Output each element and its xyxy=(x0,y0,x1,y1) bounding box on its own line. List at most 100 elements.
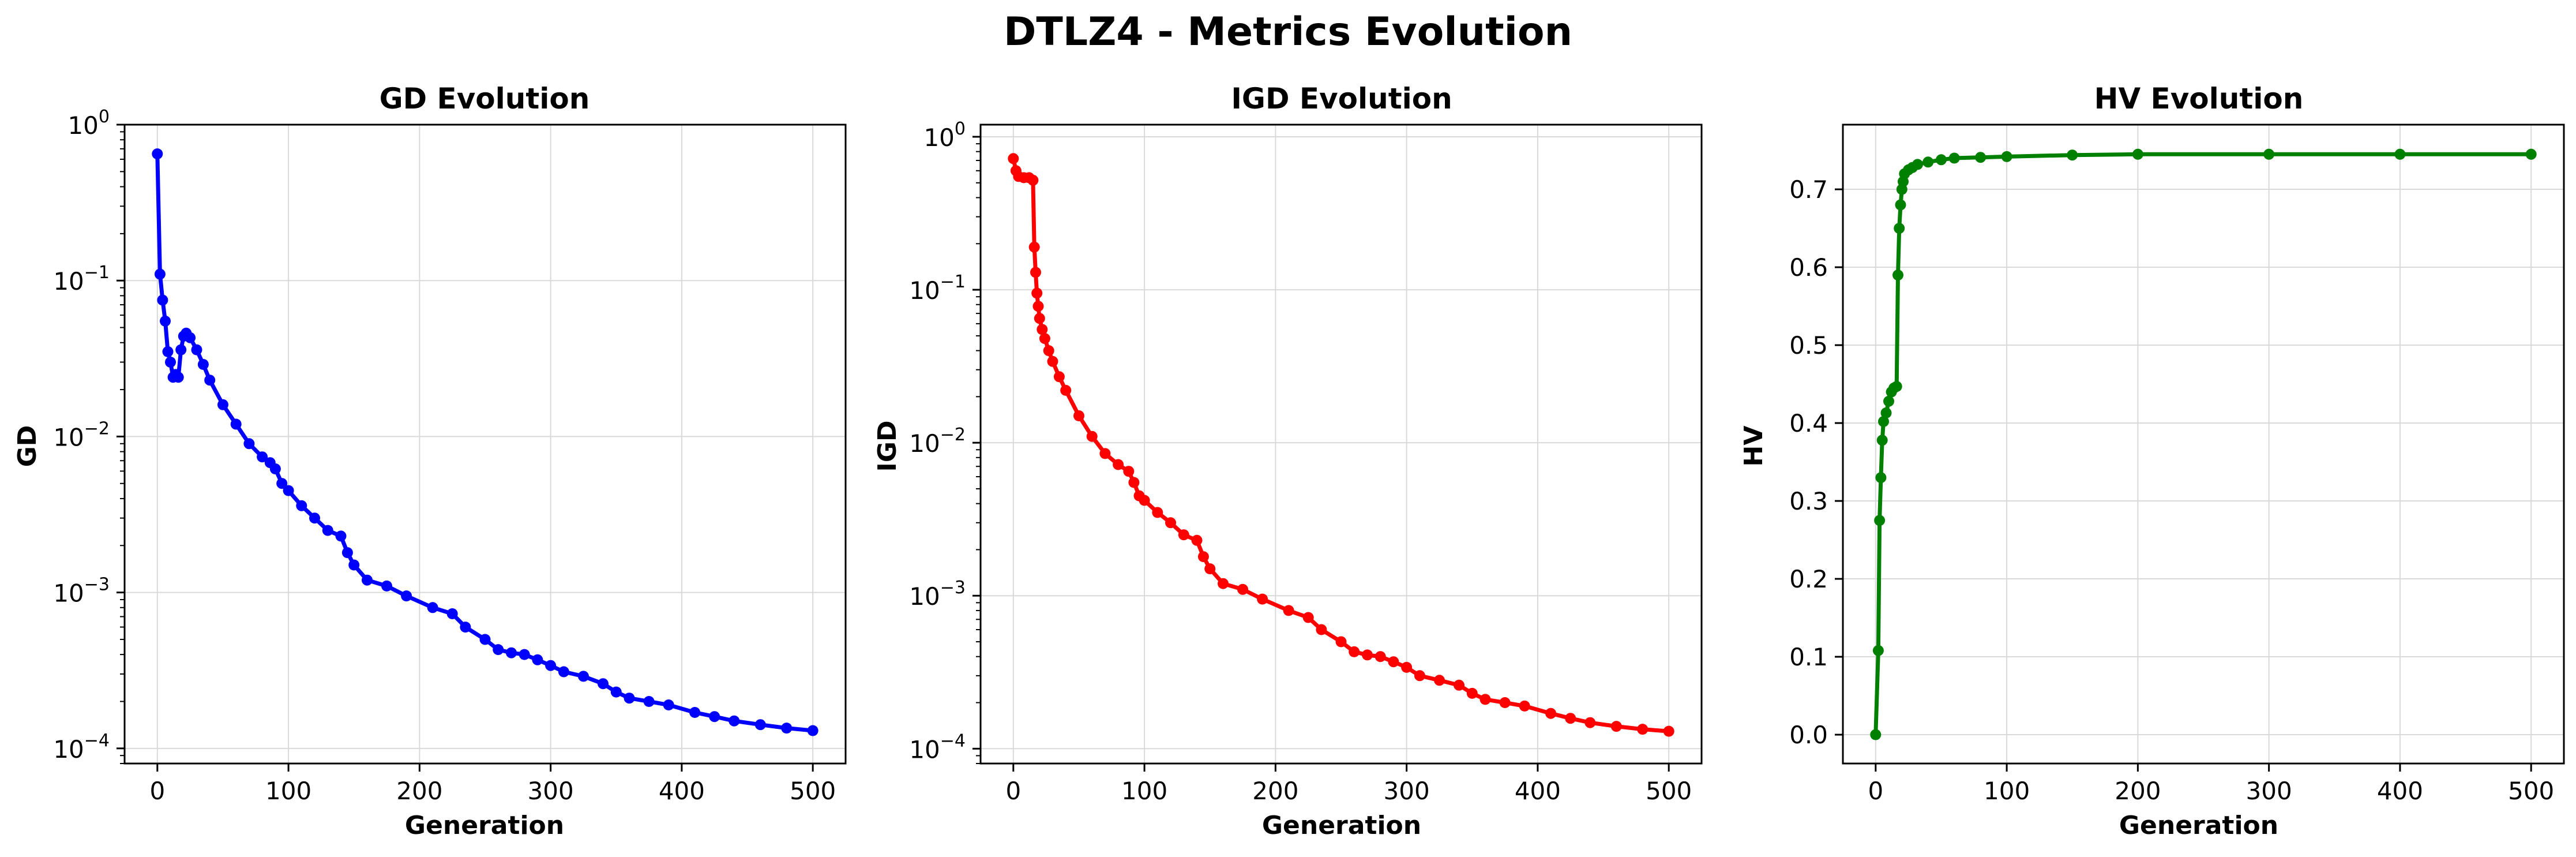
gd-data-point xyxy=(807,725,818,736)
igd-data-point xyxy=(1027,174,1039,186)
hv-data-point xyxy=(1876,435,1888,446)
hv-data-point xyxy=(1894,223,1905,234)
igd-data-point xyxy=(1165,517,1176,529)
hv-data-point xyxy=(1878,416,1889,427)
igd-data-point xyxy=(1401,661,1413,673)
gd-data-point xyxy=(532,654,543,665)
gd-x-tick-label-5: 500 xyxy=(790,777,836,805)
gd-data-point xyxy=(519,649,530,660)
gd-data-point xyxy=(309,512,320,524)
gd-data-point xyxy=(348,559,360,571)
gd-x-tick-label-2: 200 xyxy=(396,777,442,805)
igd-axes-frame xyxy=(979,124,1703,765)
igd-data-point xyxy=(1073,410,1084,421)
igd-data-point xyxy=(1479,694,1491,705)
igd-data-point xyxy=(1037,324,1048,335)
gd-data-point xyxy=(624,693,635,704)
hv-data-point xyxy=(1880,407,1892,418)
igd-data-point xyxy=(1519,700,1530,712)
igd-data-point xyxy=(1031,287,1043,299)
hv-data-point xyxy=(2132,148,2143,160)
gd-data-point xyxy=(709,711,720,723)
gd-data-point xyxy=(663,699,674,710)
igd-evolution-panel: IGD Evolution Generation IGD 0 100 200 300 4… xyxy=(873,82,1703,840)
igd-data-point xyxy=(1086,431,1098,442)
hv-data-point xyxy=(2067,149,2078,161)
hv-x-tick-label-2: 200 xyxy=(2115,777,2161,805)
gd-data-point xyxy=(506,647,517,658)
gd-y-tick-label-3: 10−1 xyxy=(53,263,110,295)
gd-data-point xyxy=(204,375,216,386)
gd-data-point xyxy=(341,547,353,559)
gd-data-point xyxy=(217,399,228,410)
figure-suptitle: DTLZ4 - Metrics Evolution xyxy=(1004,9,1572,55)
gd-data-point xyxy=(185,332,196,343)
gd-x-tick-label-3: 300 xyxy=(528,777,574,805)
gd-data-point xyxy=(362,574,373,586)
igd-data-point xyxy=(1128,477,1140,488)
igd-data-point xyxy=(1032,301,1044,312)
igd-y-tick-label-2: 10−2 xyxy=(909,425,966,458)
hv-data-point xyxy=(1874,515,1886,526)
gd-data-point xyxy=(479,634,491,645)
igd-data-point xyxy=(1663,725,1674,737)
hv-data-point xyxy=(2525,148,2537,160)
igd-x-tick-label-4: 400 xyxy=(1515,777,1561,805)
igd-data-point xyxy=(1030,267,1041,278)
igd-data-point xyxy=(1047,355,1058,367)
igd-y-tick-label-0: 10−4 xyxy=(909,731,966,764)
hv-data-point xyxy=(1872,645,1884,656)
hv-y-axis-label: HV xyxy=(1739,426,1768,467)
gd-data-point xyxy=(335,530,347,542)
igd-data-point xyxy=(1335,636,1347,648)
igd-data-point xyxy=(1283,605,1294,616)
igd-x-tick-label-2: 200 xyxy=(1252,777,1298,805)
gd-data-point xyxy=(381,580,392,592)
hv-data-point xyxy=(1948,152,1960,164)
igd-data-point xyxy=(1388,656,1399,668)
gd-y-tick-label-2: 10−2 xyxy=(53,418,110,451)
gd-x-tick-label-1: 100 xyxy=(265,777,311,805)
igd-data-point xyxy=(1034,313,1045,324)
gd-data-point xyxy=(162,346,174,357)
igd-data-point xyxy=(1123,466,1135,477)
hv-data-point xyxy=(1912,159,1923,170)
igd-data-point xyxy=(1039,333,1050,345)
igd-data-point xyxy=(1060,384,1072,396)
hv-data-point xyxy=(1922,156,1934,168)
hv-x-tick-label-4: 400 xyxy=(2377,777,2423,805)
gd-axes-frame xyxy=(123,124,847,765)
hv-axes-frame xyxy=(1842,124,2565,765)
igd-data-point xyxy=(1152,507,1163,518)
hv-panel-title: HV Evolution xyxy=(2094,82,2304,115)
hv-y-tick-label-7: 0.7 xyxy=(1789,175,1828,204)
hv-x-tick-label-3: 300 xyxy=(2246,777,2292,805)
hv-y-tick-label-5: 0.5 xyxy=(1789,331,1828,360)
hv-x-tick-label-5: 500 xyxy=(2508,777,2554,805)
igd-x-tick-label-5: 500 xyxy=(1646,777,1692,805)
hv-data-point xyxy=(1870,729,1882,740)
gd-data-point xyxy=(243,438,255,450)
gd-data-point xyxy=(754,719,766,731)
hv-x-axis-label: Generation xyxy=(2119,811,2278,840)
igd-data-point xyxy=(1197,551,1209,563)
gd-data-point xyxy=(257,451,268,463)
igd-data-point xyxy=(1218,578,1229,589)
gd-data-point xyxy=(578,671,589,682)
igd-data-point xyxy=(1565,713,1576,724)
igd-y-tick-label-4: 100 xyxy=(923,119,966,152)
igd-data-point xyxy=(1302,612,1314,623)
hv-y-tick-label-2: 0.2 xyxy=(1789,565,1828,593)
hv-y-tick-label-6: 0.6 xyxy=(1789,253,1828,282)
igd-data-point xyxy=(1316,624,1327,635)
gd-y-tick-label-1: 10−3 xyxy=(53,575,110,608)
gd-data-point xyxy=(230,418,242,430)
hv-data-point xyxy=(1875,472,1887,484)
igd-data-point xyxy=(1584,717,1596,728)
igd-data-point xyxy=(1113,459,1124,470)
igd-data-point xyxy=(1178,529,1189,541)
igd-data-point xyxy=(1204,563,1216,575)
igd-data-point xyxy=(1008,153,1019,164)
hv-data-point xyxy=(2001,151,2012,162)
gd-x-axis-label: Generation xyxy=(405,811,564,840)
